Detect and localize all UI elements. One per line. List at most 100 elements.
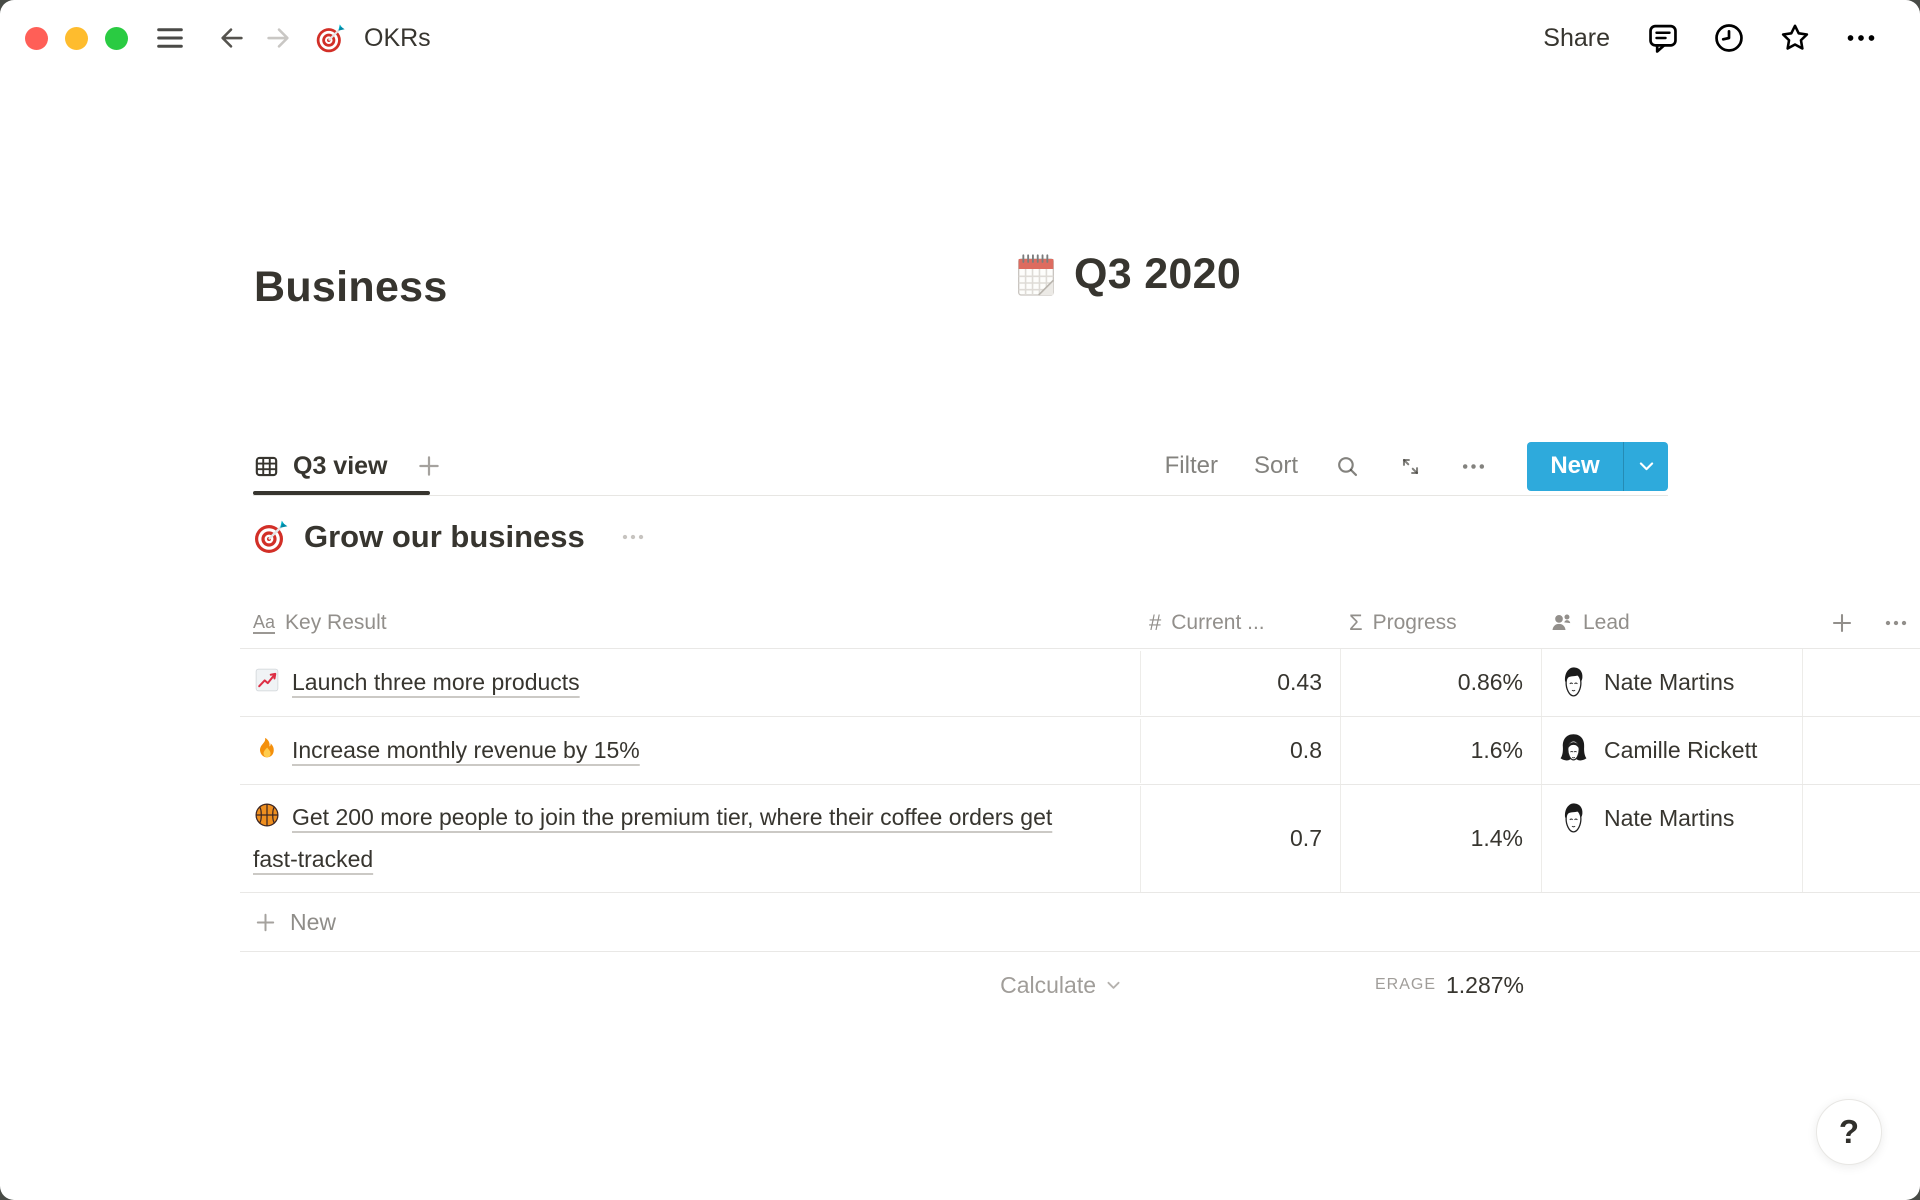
key-result-link[interactable]: Get 200 more people to join the premium …: [253, 803, 1053, 872]
group-heading: Grow our business: [253, 519, 646, 555]
new-row-button[interactable]: New: [240, 893, 1920, 952]
lead-name: Nate Martins: [1604, 669, 1735, 695]
updates-clock-icon: [1712, 21, 1746, 55]
current-value-cell[interactable]: 0.43: [1141, 649, 1341, 716]
more-icon: [1460, 453, 1487, 480]
search-icon: [1334, 453, 1361, 480]
column-label: Current ...: [1171, 610, 1265, 634]
table-rows: Launch three more products 0.43 0.86% Na…: [240, 649, 1920, 893]
new-button-dropdown[interactable]: [1624, 442, 1668, 491]
sidebar-menu-button[interactable]: [153, 21, 187, 55]
key-result-cell[interactable]: Get 200 more people to join the premium …: [240, 785, 1141, 892]
expand-button[interactable]: [1397, 453, 1424, 480]
document-title[interactable]: OKRs: [364, 23, 431, 52]
plus-icon: [415, 452, 443, 480]
column-label: Lead: [1583, 610, 1630, 634]
plus-icon: [253, 910, 278, 935]
avatar: [1555, 663, 1592, 700]
column-header-progress[interactable]: Σ Progress: [1341, 597, 1542, 648]
lead-name: Nate Martins: [1604, 805, 1735, 831]
aggregate-label: ERAGE: [1374, 976, 1436, 993]
target-emoji: [253, 519, 289, 555]
table-row[interactable]: Increase monthly revenue by 15% 0.8 1.6%…: [240, 717, 1920, 785]
calculate-dropdown[interactable]: Calculate: [240, 972, 1141, 999]
lead-cell[interactable]: Camille Rickett: [1542, 717, 1803, 784]
row-emoji: [253, 734, 281, 762]
share-button[interactable]: Share: [1539, 24, 1614, 53]
view-more-button[interactable]: [1460, 453, 1487, 480]
minimize-window-button[interactable]: [65, 26, 88, 50]
search-button[interactable]: [1334, 453, 1361, 480]
progress-cell[interactable]: 0.86%: [1341, 649, 1542, 716]
more-icon: [1844, 21, 1878, 55]
target-emoji: [315, 23, 346, 54]
progress-cell[interactable]: 1.6%: [1341, 717, 1542, 784]
chevron-down-icon: [1104, 976, 1123, 995]
lead-name: Camille Rickett: [1604, 737, 1758, 763]
traffic-lights: [25, 26, 128, 50]
progress-cell[interactable]: 1.4%: [1341, 785, 1542, 892]
empty-cell[interactable]: [1803, 717, 1920, 784]
more-icon: [1883, 610, 1909, 636]
view-bar: Q3 view Filter Sort New: [253, 440, 1668, 497]
filter-button[interactable]: Filter: [1164, 452, 1218, 479]
avatar: [1555, 799, 1592, 836]
forward-button[interactable]: [263, 23, 293, 53]
text-property-icon: Aa: [253, 611, 276, 634]
lead-cell[interactable]: Nate Martins: [1542, 785, 1803, 892]
view-bar-divider: [253, 495, 1668, 496]
close-window-button[interactable]: [25, 26, 48, 50]
new-row-label: New: [290, 908, 337, 935]
add-column-button[interactable]: [1829, 610, 1855, 636]
tab-q3-view[interactable]: Q3 view: [253, 452, 388, 481]
header-trailing-actions: [1803, 597, 1920, 648]
new-button-divider: [1623, 441, 1624, 491]
zoom-window-button[interactable]: [105, 26, 128, 50]
back-arrow-icon: [217, 23, 247, 53]
page-more-button[interactable]: [1844, 21, 1878, 55]
column-header-lead[interactable]: Lead: [1542, 597, 1803, 648]
table-row[interactable]: Launch three more products 0.43 0.86% Na…: [240, 649, 1920, 717]
key-result-link[interactable]: Increase monthly revenue by 15%: [292, 736, 640, 763]
current-value-cell[interactable]: 0.7: [1141, 785, 1341, 892]
table-more-button[interactable]: [1883, 610, 1909, 636]
updates-button[interactable]: [1712, 21, 1746, 55]
column-header-current[interactable]: # Current ...: [1141, 597, 1341, 648]
row-emoji: [253, 801, 281, 829]
person-property-icon: [1550, 611, 1573, 634]
aggregate-value: 1.287%: [1445, 971, 1524, 998]
number-property-icon: #: [1149, 609, 1162, 635]
spiral-calendar-emoji: [1012, 251, 1060, 299]
column-header-key-result[interactable]: Aa Key Result: [240, 597, 1141, 648]
okr-table: Aa Key Result # Current ... Σ Progress L…: [240, 597, 1920, 1018]
favorite-button[interactable]: [1778, 21, 1812, 55]
table-row[interactable]: Get 200 more people to join the premium …: [240, 785, 1920, 893]
new-button-label[interactable]: New: [1550, 452, 1600, 479]
heading-q3-2020: Q3 2020: [1012, 250, 1241, 299]
back-button[interactable]: [217, 23, 247, 53]
add-view-button[interactable]: [415, 452, 443, 480]
empty-cell[interactable]: [1803, 649, 1920, 716]
favorite-star-icon: [1778, 21, 1812, 55]
empty-cell[interactable]: [1803, 785, 1920, 892]
lead-cell[interactable]: Nate Martins: [1542, 649, 1803, 716]
avatar: [1555, 731, 1592, 768]
table-header-row: Aa Key Result # Current ... Σ Progress L…: [240, 597, 1920, 649]
group-more-icon[interactable]: [620, 524, 646, 550]
key-result-link[interactable]: Launch three more products: [292, 668, 580, 695]
current-value-cell[interactable]: 0.8: [1141, 717, 1341, 784]
progress-aggregate[interactable]: ERAGE 1.287%: [1341, 972, 1542, 999]
forward-arrow-icon: [263, 23, 293, 53]
key-result-cell[interactable]: Launch three more products: [240, 650, 1141, 715]
new-button[interactable]: New: [1527, 441, 1668, 491]
sort-button[interactable]: Sort: [1253, 452, 1298, 479]
group-title: Grow our business: [304, 519, 585, 554]
help-button[interactable]: ?: [1816, 1099, 1882, 1165]
comments-button[interactable]: [1646, 21, 1680, 55]
sum-sigma-icon: Σ: [1349, 609, 1363, 635]
comment-icon: [1646, 21, 1680, 55]
key-result-cell[interactable]: Increase monthly revenue by 15%: [240, 718, 1141, 783]
table-footer-row: Calculate ERAGE 1.287%: [240, 952, 1920, 1018]
row-emoji: [253, 666, 281, 694]
